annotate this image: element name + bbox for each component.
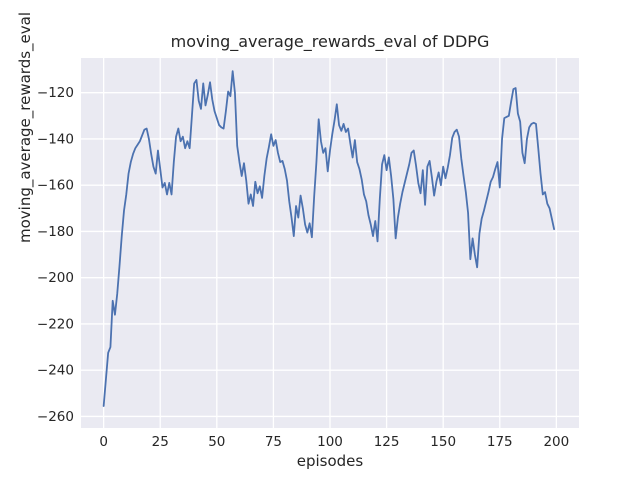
- x-tick-label: 75: [265, 434, 282, 450]
- x-tick-label: 50: [208, 434, 225, 450]
- x-tick-label: 150: [430, 434, 456, 450]
- y-tick-label: −160: [37, 178, 74, 194]
- y-tick-label: −240: [37, 363, 74, 379]
- x-tick-label: 125: [374, 434, 400, 450]
- x-tick-label: 100: [317, 434, 343, 450]
- y-tick-label: −180: [37, 224, 74, 240]
- x-tick-label: 25: [152, 434, 169, 450]
- y-tick-label: −120: [37, 85, 74, 101]
- x-tick-label: 0: [99, 434, 108, 450]
- y-tick-label: −140: [37, 131, 74, 147]
- y-tick-label: −260: [37, 409, 74, 425]
- x-tick-label: 175: [487, 434, 513, 450]
- series-line: [102, 70, 555, 407]
- y-tick-label: −220: [37, 316, 74, 332]
- chart-title: moving_average_rewards_eval of DDPG: [170, 32, 490, 51]
- x-axis-label: episodes: [296, 452, 364, 470]
- y-tick-label: −200: [37, 270, 74, 286]
- x-tick-label: 200: [543, 434, 569, 450]
